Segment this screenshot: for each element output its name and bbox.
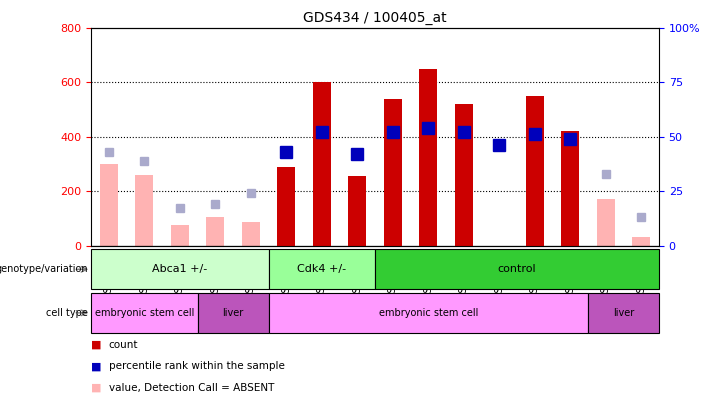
Text: ■: ■ xyxy=(91,339,102,350)
Bar xyxy=(384,99,402,246)
Bar xyxy=(588,293,659,333)
Text: liver: liver xyxy=(222,308,244,318)
Bar xyxy=(597,199,615,246)
Text: cell type: cell type xyxy=(46,308,88,318)
Text: percentile rank within the sample: percentile rank within the sample xyxy=(109,361,285,371)
Bar xyxy=(526,96,543,246)
Text: control: control xyxy=(498,264,536,274)
Bar xyxy=(348,176,366,246)
Bar xyxy=(207,217,224,246)
Bar xyxy=(100,164,118,246)
Text: liver: liver xyxy=(613,308,634,318)
Text: ■: ■ xyxy=(91,383,102,393)
Text: value, Detection Call = ABSENT: value, Detection Call = ABSENT xyxy=(109,383,274,393)
Text: count: count xyxy=(109,339,138,350)
Bar xyxy=(242,223,259,246)
Bar xyxy=(268,249,375,289)
Bar xyxy=(268,293,588,333)
Bar xyxy=(632,237,650,246)
Bar xyxy=(91,293,198,333)
Bar xyxy=(375,249,659,289)
Text: Abca1 +/-: Abca1 +/- xyxy=(152,264,207,274)
Bar xyxy=(135,175,154,246)
Bar xyxy=(278,167,295,246)
Bar xyxy=(91,249,268,289)
Bar xyxy=(198,293,268,333)
Text: Cdk4 +/-: Cdk4 +/- xyxy=(297,264,346,274)
Title: GDS434 / 100405_at: GDS434 / 100405_at xyxy=(304,11,447,25)
Text: ■: ■ xyxy=(91,361,102,371)
Bar xyxy=(313,82,331,246)
Text: genotype/variation: genotype/variation xyxy=(0,264,88,274)
Text: embryonic stem cell: embryonic stem cell xyxy=(95,308,194,318)
Bar xyxy=(455,104,472,246)
Bar xyxy=(562,131,579,246)
Bar xyxy=(171,225,189,246)
Bar xyxy=(419,69,437,246)
Text: embryonic stem cell: embryonic stem cell xyxy=(379,308,478,318)
